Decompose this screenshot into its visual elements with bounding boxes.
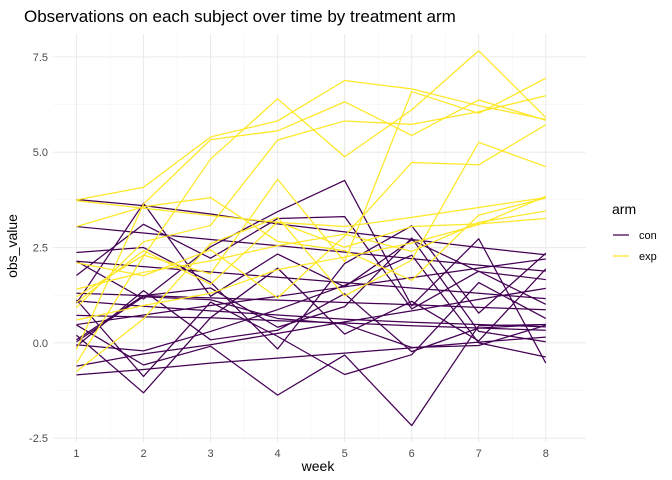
legend-label-con: con — [639, 230, 657, 242]
y-tick-label: 5.0 — [33, 147, 48, 159]
series-line-exp-21 — [76, 79, 546, 201]
series-line-con-10 — [76, 179, 547, 364]
x-tick-label: 5 — [342, 448, 348, 460]
series-line-con-17 — [76, 287, 546, 367]
x-axis-title: week — [301, 458, 336, 474]
legend-title: arm — [612, 201, 636, 217]
series-line-exp-30 — [76, 196, 546, 228]
series-line-con-15 — [76, 225, 546, 272]
x-tick-label: 3 — [207, 448, 213, 460]
x-tick-label: 4 — [275, 448, 281, 460]
series-line-exp-26 — [76, 95, 546, 308]
series-line-con-5 — [76, 323, 546, 427]
series-line-con-16 — [76, 292, 546, 311]
series-line-con-13 — [76, 336, 546, 376]
series-line-con-19 — [76, 258, 546, 326]
x-tick-label: 2 — [140, 448, 146, 460]
x-tick-label: 1 — [73, 448, 79, 460]
tick-labels: 1 2 3 4 5 6 7 8 -2.5 0.0 2.5 5.0 7.5 — [29, 52, 549, 460]
x-tick-label: 7 — [476, 448, 482, 460]
series-line-exp-24 — [76, 77, 547, 298]
legend-label-exp: exp — [639, 251, 657, 263]
series-line-exp-27 — [76, 124, 547, 299]
legend: arm con exp — [612, 201, 657, 263]
y-tick-label: 7.5 — [33, 52, 48, 64]
y-tick-label: 2.5 — [33, 243, 48, 255]
series-line-exp-29 — [76, 141, 546, 372]
series-line-con-4 — [75, 202, 546, 304]
series-lines — [75, 50, 547, 427]
series-line-exp-25 — [76, 196, 546, 281]
y-tick-label: 0.0 — [33, 338, 48, 350]
series-line-exp-32 — [76, 210, 546, 290]
series-line-exp-28 — [76, 217, 546, 303]
x-tick-label: 8 — [543, 448, 549, 460]
series-line-con-8 — [76, 289, 546, 353]
series-line-con-20 — [76, 254, 546, 358]
chart-title: Observations on each subject over time b… — [24, 7, 456, 26]
y-tick-label: -2.5 — [29, 433, 48, 445]
series-line-con-18 — [76, 260, 546, 300]
series-line-con-3 — [76, 216, 547, 310]
x-tick-label: 6 — [409, 448, 415, 460]
y-axis-title: obs_value — [4, 214, 20, 278]
series-line-con-14 — [76, 198, 546, 256]
series-line-exp-23 — [75, 99, 546, 350]
series-line-con-6 — [76, 225, 547, 350]
series-line-exp-22 — [75, 50, 547, 364]
